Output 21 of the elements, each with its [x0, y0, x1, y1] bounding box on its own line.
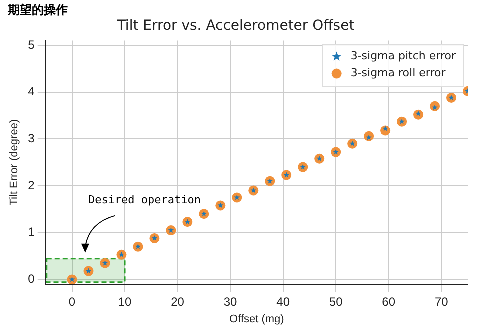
- x-tick-label: 40: [276, 294, 290, 309]
- x-tick-label: 10: [118, 294, 132, 309]
- x-tick-label: 0: [68, 294, 76, 309]
- y-tick-label: 5: [28, 38, 36, 52]
- x-tick-label: 20: [171, 294, 185, 309]
- y-tick-label: 0: [28, 272, 36, 286]
- x-axis-title: Offset (mg): [230, 313, 284, 326]
- x-tick-label: 50: [329, 294, 344, 309]
- annotation: Desired operation: [88, 194, 202, 207]
- chart-title: Tilt Error vs. Accelerometer Offset: [116, 18, 356, 34]
- y-tick-label: 2: [28, 178, 36, 192]
- y-tick-label: 1: [28, 225, 36, 240]
- y-tick-label: 3: [28, 131, 36, 146]
- x-tick-label: 60: [382, 294, 396, 309]
- y-axis-title: Tilt Error (degree): [8, 119, 21, 206]
- x-tick-label: 70: [434, 294, 449, 309]
- legend-label: 3-sigma roll error: [350, 66, 446, 80]
- y-tick-label: 4: [28, 84, 36, 99]
- legend-label: 3-sigma pitch error: [350, 50, 456, 63]
- x-tick-label: 30: [224, 294, 238, 309]
- text: 期望的操作: [8, 2, 68, 19]
